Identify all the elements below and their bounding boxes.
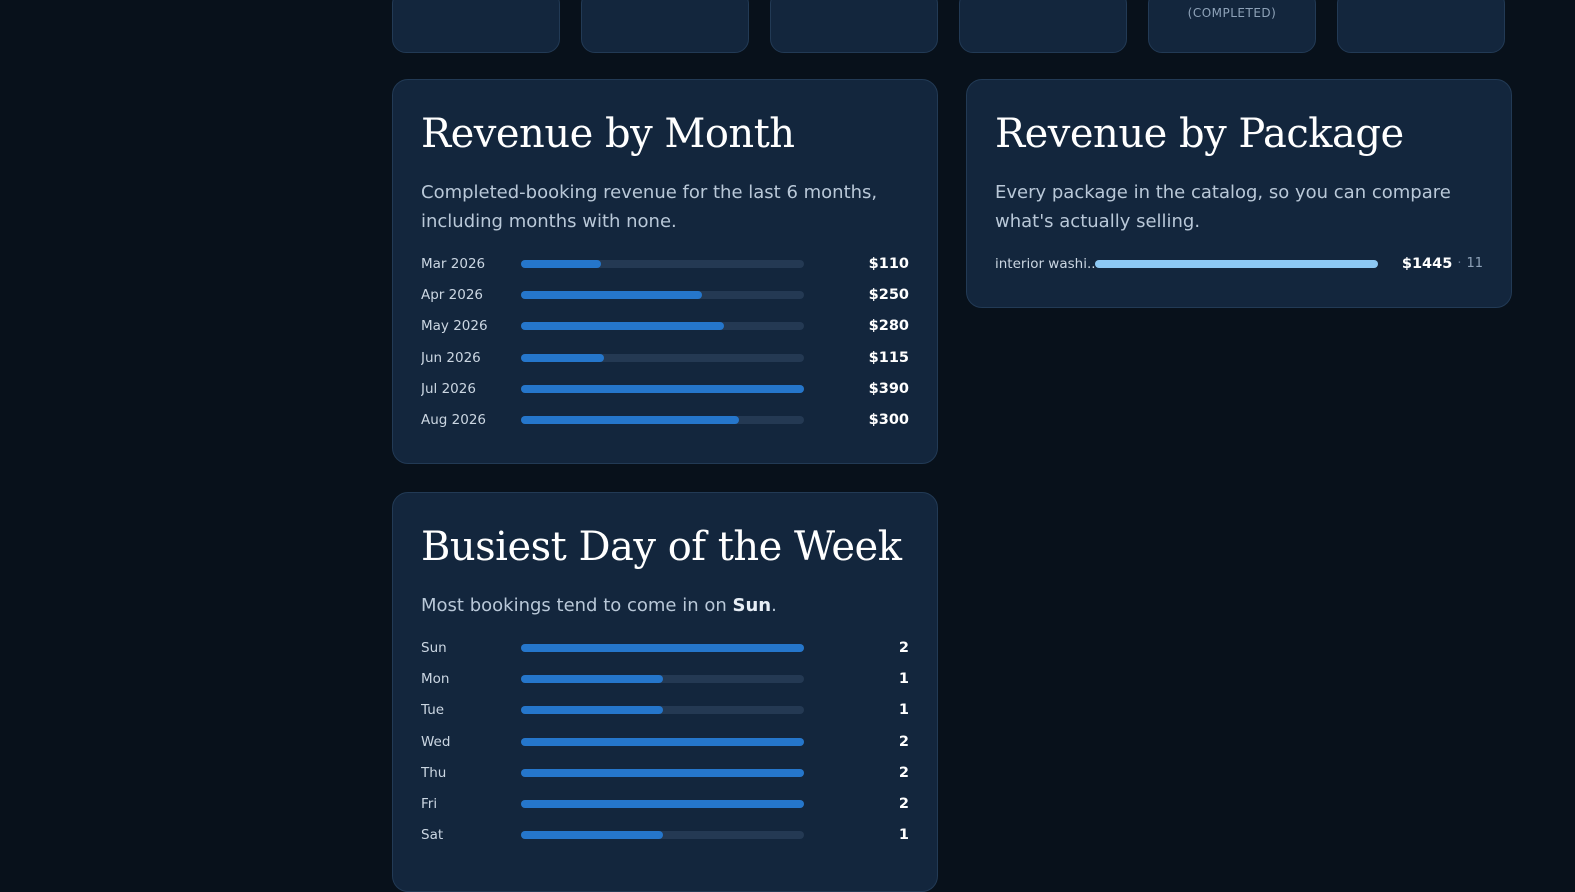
bar-track	[521, 800, 804, 809]
bar-track	[521, 353, 804, 362]
stat-card	[392, 0, 560, 53]
bar-fill	[521, 706, 663, 715]
description-suffix: .	[771, 595, 777, 616]
busiest-day-card: Busiest Day of the Week Most bookings te…	[392, 492, 938, 892]
bar-track	[521, 706, 804, 715]
package-value: $1445 · 11	[1402, 256, 1483, 272]
row-label: Aug 2026	[421, 412, 487, 429]
card-title: Revenue by Month	[421, 111, 795, 157]
bar-fill	[1095, 259, 1378, 268]
row-value: 2	[898, 764, 909, 781]
row-value: 1	[898, 702, 909, 719]
row-value: $390	[868, 380, 909, 397]
bar-fill	[521, 322, 725, 331]
stat-card-row: (COMPLETED)	[392, 0, 1505, 53]
card-description: Every package in the catalog, so you can…	[995, 182, 1451, 232]
revenue-month-list: Mar 2026 $110 Apr 2026 $250 May 2026 $280 Jun …	[421, 248, 909, 436]
weekday-row: Mon 1	[421, 663, 909, 694]
row-label: Sat	[421, 827, 444, 844]
weekday-row: Thu 2	[421, 757, 909, 788]
bar-fill	[521, 800, 804, 809]
weekday-row: Sat 1	[421, 820, 909, 851]
row-value: $110	[868, 255, 909, 272]
revenue-month-row: Jun 2026 $115	[421, 342, 909, 373]
bar-fill	[521, 353, 605, 362]
stat-card	[1337, 0, 1505, 53]
stat-card	[770, 0, 938, 53]
row-value: 1	[898, 827, 909, 844]
row-label: Apr 2026	[421, 286, 484, 303]
row-label: Wed	[421, 733, 451, 750]
revenue-month-row: Jul 2026 $390	[421, 373, 909, 404]
row-value: $250	[868, 286, 909, 303]
bar-track	[521, 322, 804, 331]
card-title: Busiest Day of the Week	[421, 524, 902, 570]
bar-track	[521, 384, 804, 393]
separator-dot: ·	[1457, 256, 1462, 272]
bar-track	[521, 737, 804, 746]
row-label: Sun	[421, 639, 447, 656]
weekday-row: Wed 2	[421, 726, 909, 757]
bar-fill	[521, 737, 804, 746]
weekday-row: Sun 2	[421, 632, 909, 663]
row-value: $300	[868, 412, 909, 429]
row-label: Thu	[421, 764, 447, 781]
row-label: Mar 2026	[421, 255, 486, 272]
weekday-row: Tue 1	[421, 695, 909, 726]
row-label: Jun 2026	[421, 349, 481, 366]
bar-track	[521, 831, 804, 840]
package-booking-count: 11	[1466, 256, 1483, 272]
bar-track	[521, 643, 804, 652]
revenue-month-row: Apr 2026 $250	[421, 279, 909, 310]
bar-track	[521, 768, 804, 777]
bar-track	[521, 674, 804, 683]
bar-track	[521, 290, 804, 299]
row-label: Fri	[421, 796, 438, 813]
row-label: Jul 2026	[421, 380, 476, 397]
row-value: 1	[898, 670, 909, 687]
row-value: 2	[898, 733, 909, 750]
weekday-row: Fri 2	[421, 788, 909, 819]
bar-track	[1095, 259, 1378, 268]
stat-card-completed: (COMPLETED)	[1148, 0, 1316, 53]
busiest-day-highlight: Sun	[732, 595, 772, 616]
bar-fill	[521, 290, 703, 299]
row-value: 2	[898, 639, 909, 656]
bar-fill	[521, 384, 804, 393]
bar-track	[521, 259, 804, 268]
bar-track	[521, 416, 804, 425]
revenue-by-package-card: Revenue by Package Every package in the …	[966, 79, 1512, 308]
card-description: Completed-booking revenue for the last 6…	[421, 182, 878, 232]
row-value: $115	[868, 349, 909, 366]
revenue-package-list: interior washi... $1445 · 11	[995, 248, 1483, 279]
bar-fill	[521, 768, 804, 777]
row-label: Tue	[421, 702, 445, 719]
bar-fill	[521, 674, 663, 683]
bar-fill	[521, 643, 804, 652]
row-label: Mon	[421, 670, 450, 687]
stat-card-label: (COMPLETED)	[1187, 6, 1277, 20]
revenue-month-row: Aug 2026 $300	[421, 404, 909, 435]
revenue-month-row: Mar 2026 $110	[421, 248, 909, 279]
stat-card	[959, 0, 1127, 53]
busiest-day-list: Sun 2 Mon 1 Tue 1 Wed 2 Thu 2 Fri 2 Sat 1	[421, 632, 909, 851]
revenue-by-month-card: Revenue by Month Completed-booking reven…	[392, 79, 938, 464]
row-value: 2	[898, 796, 909, 813]
revenue-month-row: May 2026 $280	[421, 311, 909, 342]
bar-fill	[521, 259, 601, 268]
row-label: May 2026	[421, 318, 488, 335]
bar-fill	[521, 416, 739, 425]
revenue-package-row: interior washi... $1445 · 11	[995, 248, 1483, 279]
card-title: Revenue by Package	[995, 111, 1404, 157]
row-value: $280	[868, 318, 909, 335]
bar-fill	[521, 831, 663, 840]
card-description: Most bookings tend to come in on Sun.	[421, 591, 909, 620]
stat-card	[581, 0, 749, 53]
package-name: interior washi...	[995, 255, 1095, 272]
package-revenue: $1445	[1401, 255, 1453, 272]
description-prefix: Most bookings tend to come in on	[421, 595, 733, 616]
